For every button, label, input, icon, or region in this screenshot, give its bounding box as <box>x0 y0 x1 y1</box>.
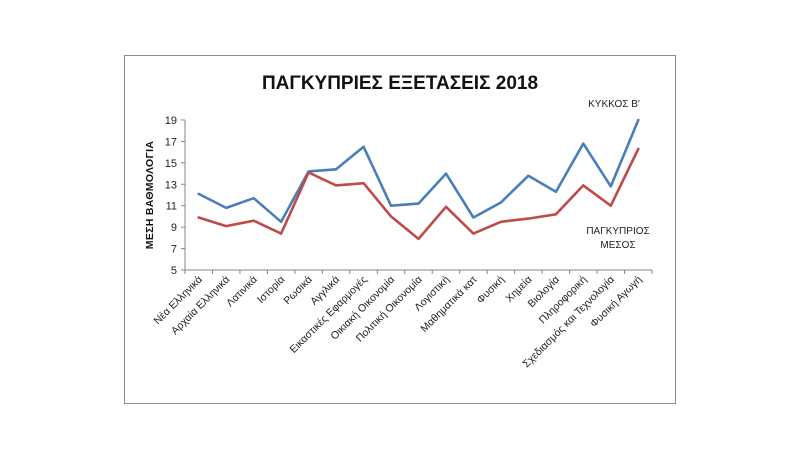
series-label: ΠΑΓΚΥΠΡΙΟΣ <box>586 226 649 237</box>
x-tick-label: Λατινικά <box>224 274 260 310</box>
series-line-1 <box>197 118 640 224</box>
series-lines <box>197 118 640 241</box>
y-tick-label: 11 <box>166 201 177 213</box>
y-tick-label: 19 <box>165 115 177 127</box>
x-tick-label: Φυσική <box>474 274 507 307</box>
y-tick-label: 9 <box>171 222 177 234</box>
y-tick-label: 17 <box>165 136 177 148</box>
y-tick-label: 15 <box>165 158 177 170</box>
axes <box>184 120 652 271</box>
y-axis-label: ΜΕΣΗ ΒΑΘΜΟΛΟΓΙΑ <box>144 141 156 250</box>
y-tick-label: 7 <box>171 244 177 256</box>
y-tick-label: 13 <box>165 179 177 191</box>
y-axis-ticks: 19 17 15 13 11 9 7 5 <box>165 115 185 277</box>
chart-frame <box>124 55 676 404</box>
chart-title: ΠΑΓΚΥΠΡΙΕΣ ΕΞΕΤΑΣΕΙΣ 2018 <box>262 73 538 94</box>
series-labels: ΚΥΚΚΟΣ Β' ΠΑΓΚΥΠΡΙΟΣ ΜΕΣΟΣ <box>586 99 649 251</box>
x-tick-label: Ιστορία <box>255 274 287 306</box>
series-label: ΜΕΣΟΣ <box>600 240 635 251</box>
y-tick-label: 5 <box>171 265 177 277</box>
series-label: ΚΥΚΚΟΣ Β' <box>588 99 640 110</box>
